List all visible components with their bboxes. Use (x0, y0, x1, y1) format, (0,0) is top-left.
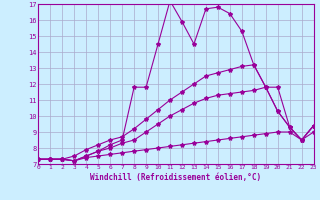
X-axis label: Windchill (Refroidissement éolien,°C): Windchill (Refroidissement éolien,°C) (91, 173, 261, 182)
